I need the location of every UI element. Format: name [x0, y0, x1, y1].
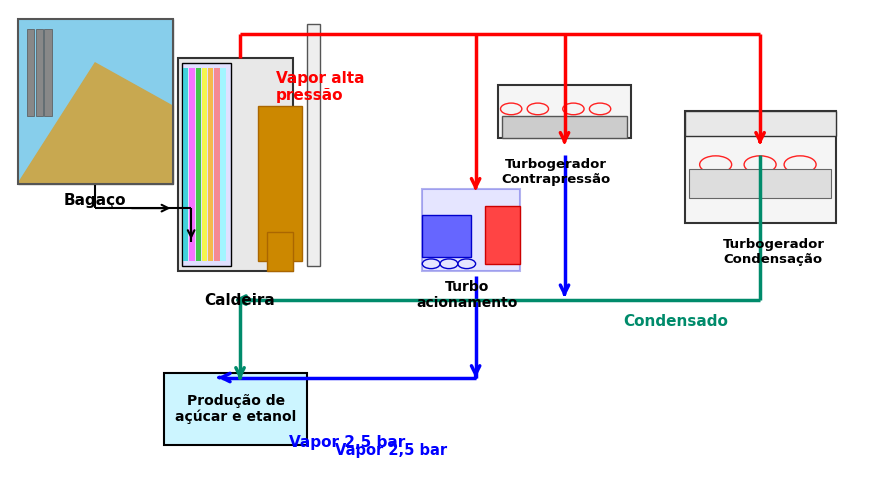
FancyBboxPatch shape — [164, 373, 307, 445]
Bar — [208, 68, 213, 261]
FancyBboxPatch shape — [178, 58, 293, 271]
Text: Bagaço: Bagaço — [64, 194, 126, 208]
Text: Turbogerador
Condensação: Turbogerador Condensação — [723, 238, 824, 266]
Bar — [267, 232, 293, 271]
FancyBboxPatch shape — [36, 29, 43, 116]
Bar — [307, 24, 320, 266]
Bar — [498, 85, 631, 138]
Polygon shape — [18, 63, 173, 184]
Bar — [685, 111, 836, 136]
Bar — [422, 215, 471, 257]
FancyBboxPatch shape — [18, 19, 173, 184]
Bar — [502, 116, 627, 138]
FancyBboxPatch shape — [27, 29, 34, 116]
FancyBboxPatch shape — [18, 19, 173, 184]
Text: Turbogerador
Contrapressão: Turbogerador Contrapressão — [501, 158, 610, 186]
Text: Produção de
açúcar e etanol: Produção de açúcar e etanol — [175, 393, 296, 424]
Text: Caldeira: Caldeira — [204, 293, 276, 307]
Bar — [422, 189, 520, 271]
Text: Vapor alta
pressão: Vapor alta pressão — [276, 71, 364, 103]
Bar — [189, 68, 195, 261]
Text: Vapor 2,5 bar: Vapor 2,5 bar — [335, 443, 447, 457]
Bar — [214, 68, 220, 261]
Bar — [258, 106, 302, 261]
Bar — [182, 63, 231, 266]
Text: Turbo
acionamento: Turbo acionamento — [416, 280, 517, 310]
Bar — [220, 68, 226, 261]
Text: Condensado: Condensado — [623, 315, 728, 329]
Text: Vapor 2,5 bar: Vapor 2,5 bar — [289, 436, 404, 450]
Bar — [485, 206, 520, 264]
Bar — [689, 169, 831, 198]
FancyBboxPatch shape — [44, 29, 52, 116]
Bar — [685, 111, 836, 223]
Bar — [196, 68, 201, 261]
Bar — [202, 68, 207, 261]
Bar — [183, 68, 188, 261]
Bar — [182, 63, 231, 266]
